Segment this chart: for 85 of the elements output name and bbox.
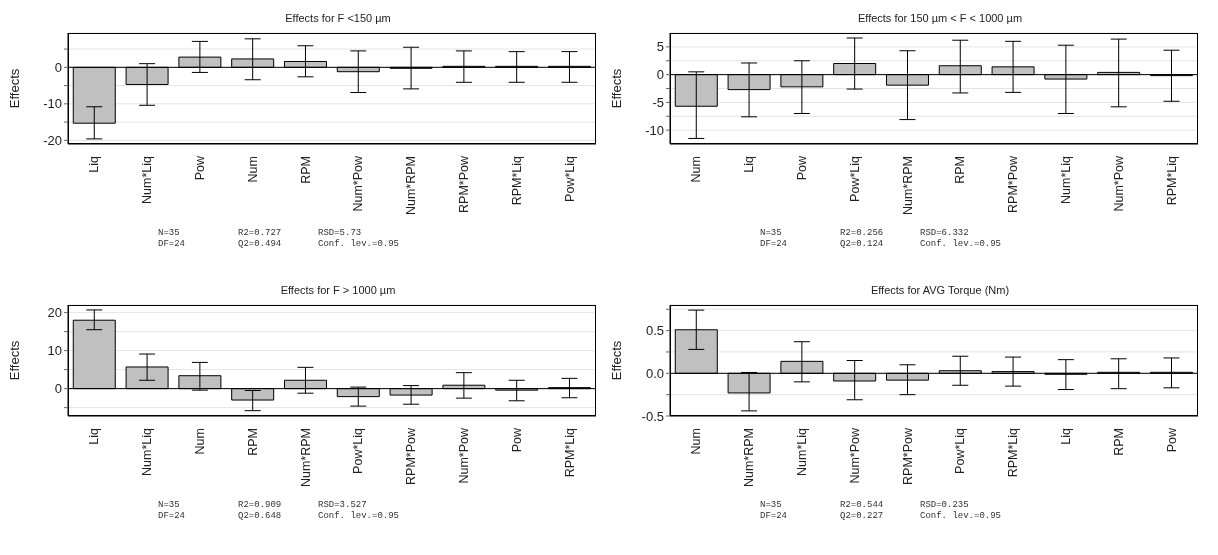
y-tick-label: -20 [43, 132, 62, 148]
text: N=35 [760, 228, 783, 239]
x-tick-label: RPM [1111, 428, 1126, 456]
text: RSD=6.332 [920, 228, 970, 239]
x-tick-label: Liq [87, 155, 102, 173]
text: Q2=0.124 [840, 239, 885, 250]
text: R2=0.256 [840, 228, 885, 239]
text: N=35 [158, 228, 181, 239]
chart-title: Effects for AVG Torque (Nm) [869, 283, 1011, 298]
x-tick-label: RPM [245, 428, 260, 456]
x-tick-label: Pow [509, 427, 524, 453]
x-tick-label: Num*Liq [140, 155, 155, 204]
y-axis-title: Effects [608, 340, 624, 381]
text: Conf. lev.=0.95 [920, 239, 1002, 250]
text: DF=24 [158, 239, 186, 250]
x-tick-label: Num*RPM [404, 156, 419, 216]
y-tick-label: 0 [54, 381, 62, 397]
x-tick-label: Liq [87, 427, 102, 445]
chart-title: Effects for 150 µm < F < 1000 µm [856, 11, 1024, 26]
x-tick-label: RPM [298, 156, 313, 184]
x-tick-label: Pow [795, 155, 809, 181]
text: N=35 [158, 500, 181, 511]
text: DF=24 [760, 239, 788, 250]
x-tick-label: Num*RPM [742, 428, 757, 488]
text: Conf. lev.=0.95 [318, 239, 400, 250]
y-tick-label: -0.5 [641, 408, 664, 424]
y-axis-title: Effects [6, 340, 22, 381]
x-tick-label: Num [193, 428, 207, 455]
x-tick-label: Num*Pow [1111, 155, 1126, 212]
x-tick-label: Num [689, 428, 704, 455]
x-tick-label: RPM*Liq [562, 427, 577, 478]
y-tick-label: 20 [47, 305, 62, 321]
x-tick-label: Pow*Liq [847, 155, 862, 202]
text: DF=24 [760, 511, 788, 522]
text: RSD=5.73 [318, 228, 363, 239]
x-tick-label: RPM*Liq [1006, 427, 1021, 478]
text: Q2=0.227 [840, 511, 885, 522]
x-tick-label: RPM*Pow [404, 427, 419, 485]
x-tick-label: Pow*Liq [953, 427, 968, 474]
text: Q2=0.494 [238, 239, 283, 250]
x-tick-label: Pow*Liq [351, 427, 366, 474]
text: DF=24 [158, 511, 186, 522]
x-tick-label: Num*Liq [140, 427, 155, 476]
text: R2=0.909 [238, 500, 283, 511]
y-tick-label: 5 [656, 39, 664, 55]
x-tick-label: RPM*Pow [457, 155, 471, 213]
x-tick-label: Liq [1059, 427, 1073, 445]
x-tick-label: Num*Liq [1059, 155, 1073, 204]
chart-title: Effects for F <150 µm [284, 11, 392, 26]
y-tick-label: -10 [645, 122, 664, 138]
x-tick-label: Num*RPM [900, 156, 915, 216]
x-tick-label: Num*Pow [457, 427, 471, 484]
x-tick-label: Pow [193, 155, 207, 181]
y-tick-label: -5 [652, 94, 664, 110]
x-tick-label: RPM [953, 156, 968, 184]
x-tick-label: RPM*Pow [900, 427, 915, 485]
x-tick-label: Num [689, 156, 704, 183]
x-tick-label: Num*RPM [298, 428, 313, 488]
text: RSD=3.527 [318, 500, 368, 511]
y-axis-title: Effects [608, 68, 624, 109]
text: R2=0.544 [840, 500, 885, 511]
x-tick-label: Pow [1164, 427, 1179, 453]
text: Conf. lev.=0.95 [318, 511, 400, 522]
text: Q2=0.648 [238, 511, 283, 522]
y-tick-label: -10 [43, 96, 62, 112]
chart-title: Effects for F > 1000 µm [279, 283, 397, 298]
x-tick-label: RPM*Liq [509, 155, 524, 206]
y-axis-title: Effects [6, 68, 22, 109]
x-tick-label: Num*Pow [351, 155, 366, 212]
y-tick-label: 0.0 [645, 365, 664, 381]
text: R2=0.727 [238, 228, 283, 239]
x-tick-label: Pow*Liq [562, 155, 577, 202]
text: Conf. lev.=0.95 [920, 511, 1002, 522]
y-tick-label: 0 [54, 59, 62, 75]
x-tick-label: Liq [742, 155, 757, 173]
x-tick-label: Num [245, 156, 260, 183]
x-tick-label: RPM*Liq [1164, 155, 1179, 206]
x-tick-label: Num*Pow [847, 427, 862, 484]
y-tick-label: 0 [656, 67, 664, 83]
x-tick-label: RPM*Pow [1006, 155, 1021, 213]
text: RSD=0.235 [920, 500, 970, 511]
text: N=35 [760, 500, 783, 511]
y-tick-label: 10 [47, 343, 62, 359]
y-tick-label: 0.5 [645, 323, 664, 339]
x-tick-label: Num*Liq [795, 427, 809, 476]
